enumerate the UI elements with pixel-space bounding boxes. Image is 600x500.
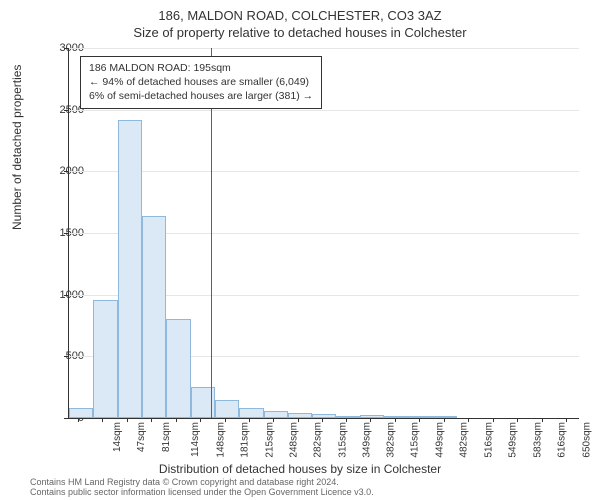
x-tick-label: 482sqm bbox=[459, 422, 470, 458]
histogram-bar bbox=[384, 416, 409, 418]
footer-line2: Contains public sector information licen… bbox=[30, 488, 374, 498]
x-tick-label: 315sqm bbox=[337, 422, 348, 458]
histogram-bar bbox=[142, 216, 166, 418]
x-tick-label: 148sqm bbox=[215, 422, 226, 458]
chart-title-address: 186, MALDON ROAD, COLCHESTER, CO3 3AZ bbox=[0, 0, 600, 23]
footer-attribution: Contains HM Land Registry data © Crown c… bbox=[30, 478, 374, 498]
x-tick-label: 650sqm bbox=[581, 422, 592, 458]
annotation-line1: 186 MALDON ROAD: 195sqm bbox=[89, 61, 313, 75]
gridline bbox=[69, 110, 579, 111]
x-tick-label: 248sqm bbox=[288, 422, 299, 458]
annotation-line2: ← 94% of detached houses are smaller (6,… bbox=[89, 75, 313, 89]
x-tick-label: 382sqm bbox=[386, 422, 397, 458]
x-tick-label: 81sqm bbox=[161, 422, 172, 452]
x-tick-label: 349sqm bbox=[362, 422, 373, 458]
gridline bbox=[69, 48, 579, 49]
histogram-bar bbox=[288, 413, 312, 418]
x-tick-label: 47sqm bbox=[136, 422, 147, 452]
y-axis-title: Number of detached properties bbox=[10, 65, 24, 230]
histogram-bar bbox=[118, 120, 142, 418]
x-tick-label: 549sqm bbox=[508, 422, 519, 458]
x-tick-label: 583sqm bbox=[532, 422, 543, 458]
x-axis-title: Distribution of detached houses by size … bbox=[0, 462, 600, 476]
x-tick-label: 215sqm bbox=[264, 422, 275, 458]
histogram-bar bbox=[409, 416, 433, 418]
histogram-bar bbox=[93, 300, 118, 418]
gridline bbox=[69, 171, 579, 172]
annotation-line3: 6% of semi-detached houses are larger (3… bbox=[89, 89, 313, 103]
x-tick-label: 114sqm bbox=[190, 422, 201, 457]
histogram-bar bbox=[215, 400, 239, 419]
histogram-bar bbox=[166, 319, 191, 418]
histogram-bar bbox=[360, 415, 384, 418]
x-tick-label: 181sqm bbox=[239, 422, 250, 458]
histogram-bar bbox=[312, 414, 337, 418]
histogram-bar bbox=[69, 408, 93, 418]
annotation-box: 186 MALDON ROAD: 195sqm ← 94% of detache… bbox=[80, 56, 322, 109]
histogram-bar bbox=[336, 416, 360, 418]
x-tick-label: 616sqm bbox=[556, 422, 567, 458]
x-tick-label: 516sqm bbox=[484, 422, 495, 458]
histogram-bar bbox=[264, 411, 288, 418]
x-tick-label: 282sqm bbox=[313, 422, 324, 458]
x-tick-label: 415sqm bbox=[410, 422, 421, 458]
x-tick-label: 449sqm bbox=[435, 422, 446, 458]
histogram-bar bbox=[433, 416, 457, 418]
histogram-bar bbox=[239, 408, 264, 418]
chart-subtitle: Size of property relative to detached ho… bbox=[0, 23, 600, 46]
chart-container: 186, MALDON ROAD, COLCHESTER, CO3 3AZ Si… bbox=[0, 0, 600, 500]
x-tick-label: 14sqm bbox=[112, 422, 123, 452]
